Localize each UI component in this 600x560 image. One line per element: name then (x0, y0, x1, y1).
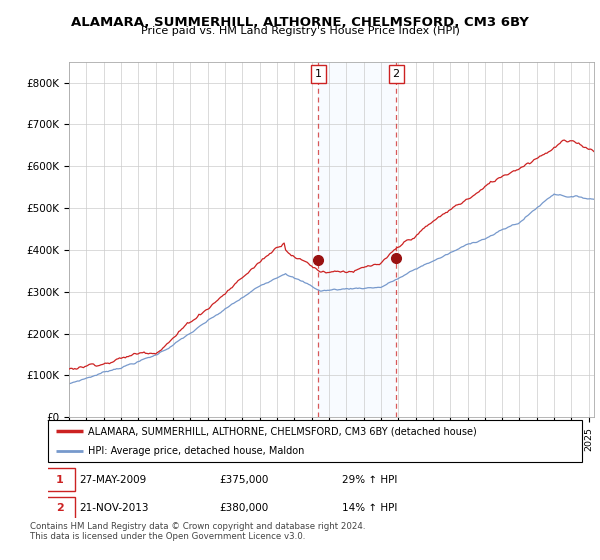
Text: Price paid vs. HM Land Registry's House Price Index (HPI): Price paid vs. HM Land Registry's House … (140, 26, 460, 36)
Text: 14% ↑ HPI: 14% ↑ HPI (342, 503, 397, 514)
Bar (318, 62, 396, 417)
Text: HPI: Average price, detached house, Maldon: HPI: Average price, detached house, Mald… (88, 446, 304, 456)
Text: £380,000: £380,000 (219, 503, 268, 514)
Text: ALAMARA, SUMMERHILL, ALTHORNE, CHELMSFORD, CM3 6BY: ALAMARA, SUMMERHILL, ALTHORNE, CHELMSFOR… (71, 16, 529, 29)
Text: 29% ↑ HPI: 29% ↑ HPI (342, 475, 397, 485)
FancyBboxPatch shape (44, 468, 75, 492)
Text: 1: 1 (56, 475, 64, 485)
FancyBboxPatch shape (44, 497, 75, 520)
Text: 1: 1 (314, 69, 322, 79)
FancyBboxPatch shape (48, 420, 582, 462)
Text: 2: 2 (56, 503, 64, 514)
Text: 2: 2 (392, 69, 400, 79)
Text: £375,000: £375,000 (219, 475, 268, 485)
Text: ALAMARA, SUMMERHILL, ALTHORNE, CHELMSFORD, CM3 6BY (detached house): ALAMARA, SUMMERHILL, ALTHORNE, CHELMSFOR… (88, 426, 477, 436)
Text: Contains HM Land Registry data © Crown copyright and database right 2024.
This d: Contains HM Land Registry data © Crown c… (30, 522, 365, 542)
Text: 27-MAY-2009: 27-MAY-2009 (79, 475, 146, 485)
Text: 21-NOV-2013: 21-NOV-2013 (79, 503, 148, 514)
